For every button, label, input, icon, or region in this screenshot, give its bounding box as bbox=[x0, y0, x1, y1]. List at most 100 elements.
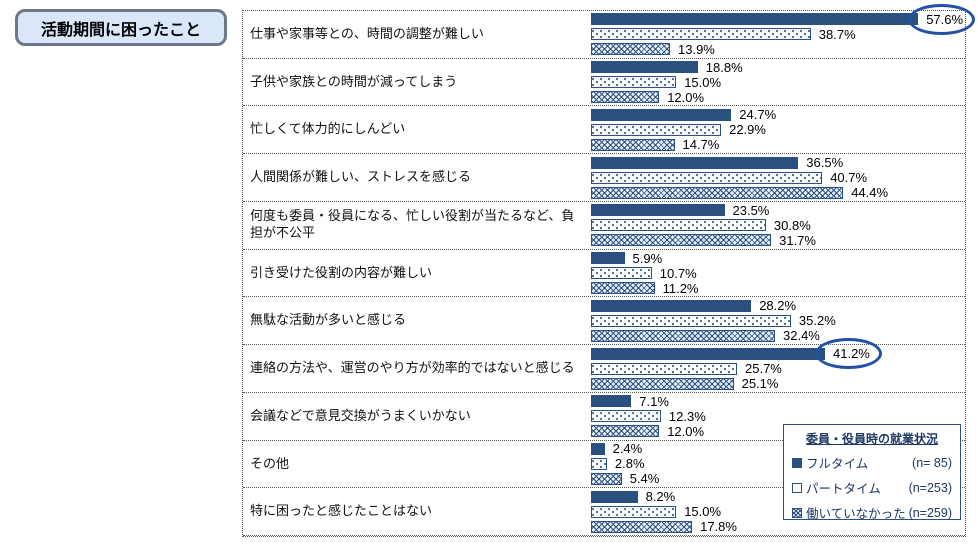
not-working-hatched-square-icon bbox=[792, 507, 802, 518]
bar-parttime bbox=[591, 457, 607, 470]
value-label: 35.2% bbox=[798, 313, 836, 329]
bar-line: 14.7% bbox=[591, 137, 965, 153]
bar-parttime bbox=[591, 410, 661, 423]
category-label: 忙しくて体力的にしんどい bbox=[250, 121, 406, 137]
bar-line: 23.5% bbox=[591, 202, 965, 218]
bar-group: 57.6% 38.7% 13.9% bbox=[591, 3, 976, 58]
bar-parttime bbox=[591, 76, 677, 89]
value-label: 57.6% bbox=[908, 3, 976, 35]
category-label: 無駄な活動が多いと感じる bbox=[250, 312, 407, 328]
bar-not-working bbox=[591, 282, 655, 295]
bar-line: 17.8% bbox=[591, 519, 965, 535]
category-label: 何度も委員・役員になる、忙しい役割が当たるなど、負担が不公平 bbox=[250, 208, 575, 241]
bar-line: 31.7% bbox=[591, 233, 965, 248]
category-label: 会議などで意見交換がうまくいかない bbox=[250, 407, 471, 423]
chart-row: 引き受けた役割の内容が難しい 5.9% 10.7% 11.2% bbox=[243, 250, 965, 298]
legend-sample-size: (n= 85) bbox=[912, 455, 952, 470]
bar-line: 57.6% bbox=[591, 3, 976, 35]
chart-row: 子供や家族との時間が減ってしまう 18.8% 15.0% 12.0% bbox=[243, 59, 965, 107]
value-label: 8.2% bbox=[645, 489, 676, 505]
bar-parttime bbox=[591, 171, 823, 184]
bar-line: 25.7% bbox=[591, 361, 965, 376]
bar-fulltime bbox=[591, 252, 625, 265]
legend-label: フルタイム bbox=[806, 457, 869, 471]
bar-not-working bbox=[591, 425, 660, 438]
value-label: 38.7% bbox=[818, 26, 856, 42]
value-label: 14.7% bbox=[682, 137, 720, 153]
chart-row: 特に困ったと感じたことはない 8.2% 15.0% 17.8% bbox=[243, 488, 965, 537]
value-label: 28.2% bbox=[759, 298, 797, 314]
bar-line: 5.9% bbox=[591, 250, 965, 266]
legend-entry-fulltime: フルタイム (n= 85) bbox=[792, 453, 952, 472]
value-label: 25.1% bbox=[741, 376, 779, 391]
bar-fulltime bbox=[591, 108, 732, 121]
bar-group: 41.2% 25.7% 25.1% bbox=[591, 338, 965, 392]
bar-line: 12.0% bbox=[591, 89, 965, 105]
chart-row: 何度も委員・役員になる、忙しい役割が当たるなど、負担が不公平 23.5% 30.8%… bbox=[243, 202, 965, 250]
value-label: 13.9% bbox=[678, 41, 715, 57]
bar-line: 22.9% bbox=[591, 122, 965, 138]
value-label: 5.9% bbox=[632, 250, 663, 266]
value-label: 36.5% bbox=[806, 155, 844, 171]
bar-group: 7.1% 12.3% 12.0% bbox=[591, 393, 965, 440]
bar-fulltime bbox=[591, 490, 638, 503]
chart-row: 連絡の方法や、運営のやり方が効率的ではないと感じる 41.2% 25.7% 25.1% bbox=[243, 338, 965, 393]
parttime-open-square-icon bbox=[792, 482, 802, 493]
legend-label: パートタイム bbox=[806, 482, 881, 496]
bar-not-working bbox=[591, 91, 660, 104]
value-label: 15.0% bbox=[684, 74, 722, 90]
bar-not-working bbox=[591, 138, 675, 151]
chart-row: 人間関係が難しい、ストレスを感じる 36.5% 40.7% 44.4% bbox=[243, 154, 965, 202]
bar-parttime bbox=[591, 362, 737, 375]
bar-line: 35.2% bbox=[591, 313, 965, 329]
category-label: 引き受けた役割の内容が難しい bbox=[250, 264, 433, 280]
bar-group: 5.9% 10.7% 11.2% bbox=[591, 250, 965, 297]
bar-line: 2.4% bbox=[591, 441, 965, 457]
bar-parttime bbox=[591, 505, 677, 518]
category-label: 連絡の方法や、運営のやり方が効率的ではないと感じる bbox=[250, 360, 575, 376]
value-label: 32.4% bbox=[783, 328, 820, 344]
bar-line: 18.8% bbox=[591, 59, 965, 75]
value-label: 22.9% bbox=[729, 122, 766, 138]
bar-line: 12.3% bbox=[591, 409, 965, 424]
category-label: その他 bbox=[250, 455, 290, 471]
legend-entry-parttime: パートタイム (n=253) bbox=[792, 478, 952, 497]
bar-line: 40.7% bbox=[591, 170, 965, 185]
value-label: 23.5% bbox=[732, 202, 770, 218]
bar-group: 36.5% 40.7% 44.4% bbox=[591, 154, 965, 201]
bar-not-working bbox=[591, 329, 775, 342]
legend-title: 委員・役員時の就業状況 bbox=[805, 432, 938, 446]
value-label: 7.1% bbox=[639, 393, 669, 409]
bar-line: 30.8% bbox=[591, 218, 965, 233]
bar-line: 15.0% bbox=[591, 74, 965, 90]
value-label: 18.8% bbox=[705, 59, 743, 75]
bar-line: 13.9% bbox=[591, 41, 965, 57]
bar-not-working bbox=[591, 520, 693, 533]
bar-line: 10.7% bbox=[591, 266, 965, 281]
bar-fulltime bbox=[591, 204, 725, 217]
value-label: 2.8% bbox=[614, 456, 645, 472]
bar-parttime bbox=[591, 267, 652, 280]
bar-parttime bbox=[591, 28, 811, 41]
bar-not-working bbox=[591, 186, 844, 199]
value-label: 17.8% bbox=[700, 519, 737, 535]
bar-line: 24.7% bbox=[591, 107, 965, 122]
legend-sample-size: (n=259) bbox=[908, 505, 952, 520]
bar-group: 28.2% 35.2% 32.4% bbox=[591, 297, 965, 344]
value-label: 25.7% bbox=[745, 361, 782, 376]
legend-sample-size: (n=253) bbox=[908, 480, 952, 495]
page-title: 活動期間に困ったこと bbox=[15, 9, 227, 46]
bar-fulltime bbox=[591, 395, 632, 408]
bar-line: 2.8% bbox=[591, 456, 965, 472]
value-label: 5.4% bbox=[629, 471, 660, 487]
bar-line: 12.0% bbox=[591, 424, 965, 439]
bar-fulltime bbox=[591, 347, 825, 360]
page-title-text: 活動期間に困ったこと bbox=[40, 21, 201, 39]
value-label: 12.0% bbox=[667, 89, 705, 105]
bar-line: 44.4% bbox=[591, 185, 965, 200]
bar-parttime bbox=[591, 219, 766, 232]
bar-not-working bbox=[591, 234, 772, 247]
bar-line: 11.2% bbox=[591, 281, 965, 296]
fulltime-solid-square-icon bbox=[792, 457, 802, 468]
value-label: 2.4% bbox=[612, 441, 643, 457]
